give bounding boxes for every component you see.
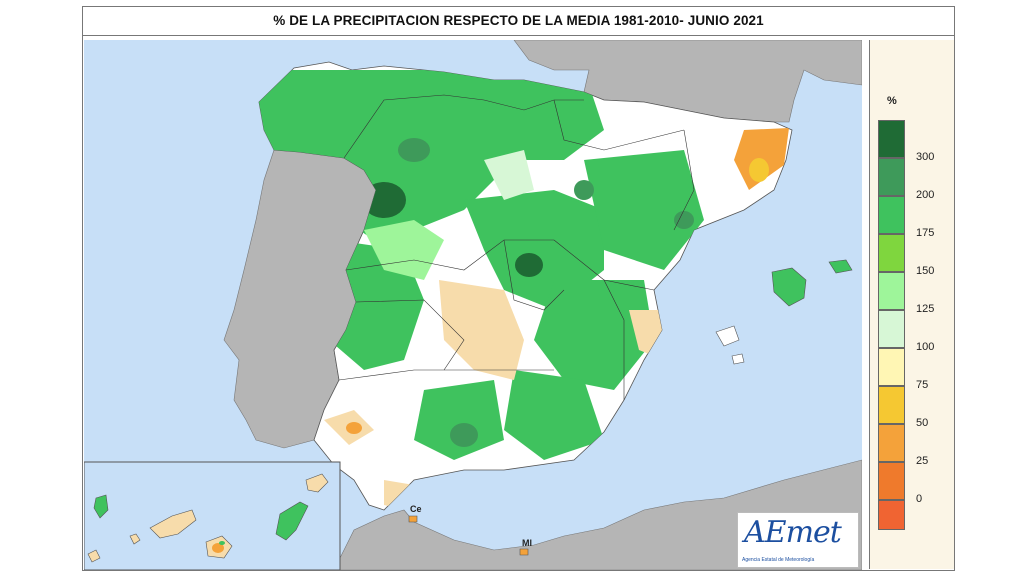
legend-swatch bbox=[878, 500, 905, 530]
legend-swatch bbox=[878, 158, 905, 196]
legend-unit: % bbox=[887, 95, 897, 107]
legend-tick-label: 150 bbox=[916, 265, 935, 277]
legend-panel: % 300 200 175 150 125 100 75 50 25 0 bbox=[869, 40, 954, 569]
city-label-ceuta: Ce bbox=[410, 504, 422, 514]
map-title: % DE LA PRECIPITACION RESPECTO DE LA MED… bbox=[273, 13, 764, 28]
legend-tick-label: 300 bbox=[916, 151, 935, 163]
logo-subtitle: Agencia Estatal de Meteorología bbox=[742, 557, 815, 563]
legend-swatch bbox=[878, 196, 905, 234]
legend-tick-label: 200 bbox=[916, 189, 935, 201]
legend-tick-label: 25 bbox=[916, 455, 929, 467]
legend-tick-label: 0 bbox=[916, 493, 923, 505]
canary-islands-inset bbox=[84, 461, 341, 570]
logo-text: AEmet bbox=[744, 515, 842, 550]
melilla-marker bbox=[519, 548, 529, 556]
legend-swatch bbox=[878, 272, 905, 310]
legend-tick-label: 50 bbox=[916, 417, 929, 429]
legend-tick-label: 125 bbox=[916, 303, 935, 315]
title-bar: % DE LA PRECIPITACION RESPECTO DE LA MED… bbox=[82, 6, 955, 36]
legend-tick-label: 100 bbox=[916, 341, 935, 353]
legend-swatch bbox=[878, 310, 905, 348]
legend-tick-label: 175 bbox=[916, 227, 935, 239]
balearic-islands bbox=[715, 259, 853, 365]
city-label-melilla: Ml bbox=[522, 538, 532, 548]
legend-swatch bbox=[878, 462, 905, 500]
city-markers bbox=[408, 515, 529, 556]
aemet-logo: AEmet Agencia Estatal de Meteorología bbox=[737, 512, 859, 568]
precipitation-map: Ce Ml AEmet Agencia Estatal de Meteorolo… bbox=[84, 40, 862, 570]
africa-landmass bbox=[333, 459, 862, 570]
ceuta-marker bbox=[408, 515, 418, 523]
legend-tick-label: 75 bbox=[916, 379, 929, 391]
legend-swatch bbox=[878, 120, 905, 158]
legend-swatch bbox=[878, 424, 905, 462]
legend-swatch bbox=[878, 348, 905, 386]
region-boundaries bbox=[338, 94, 695, 400]
legend-swatch bbox=[878, 234, 905, 272]
legend-swatch bbox=[878, 386, 905, 424]
